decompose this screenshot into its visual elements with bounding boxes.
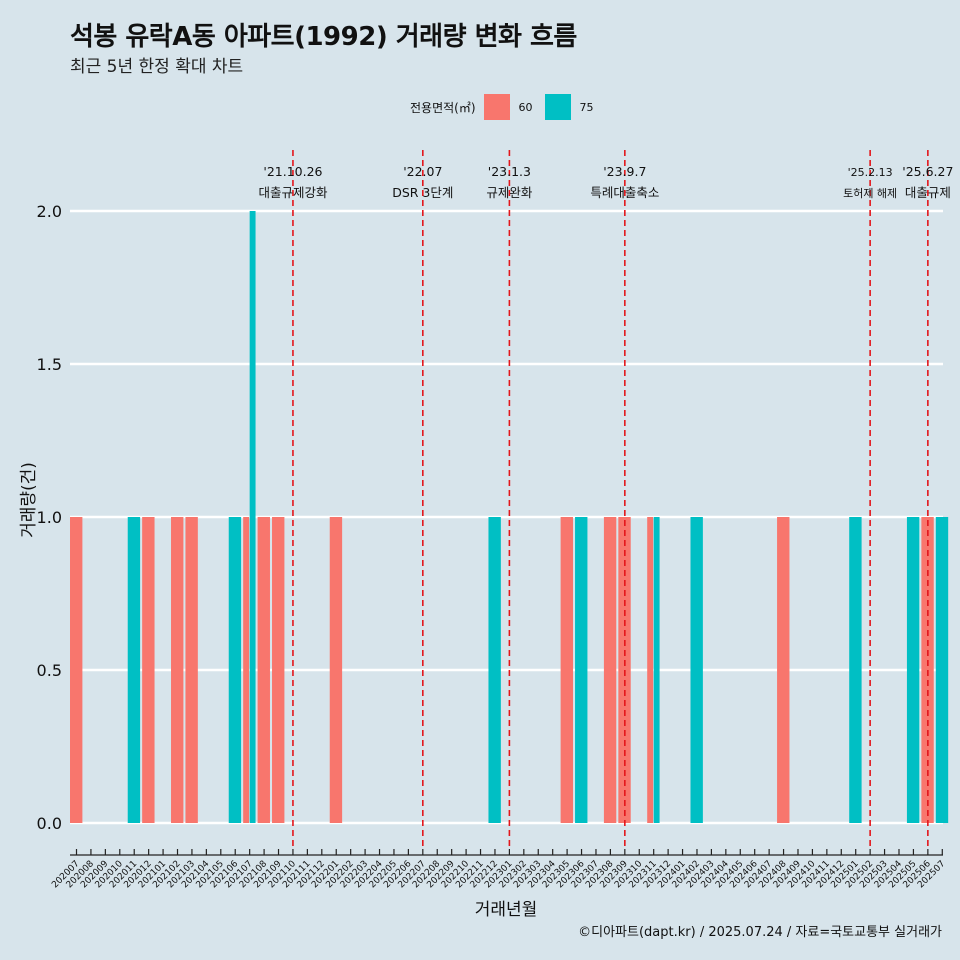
bar-60-202108 — [257, 517, 270, 823]
bar-75-202501 — [849, 517, 862, 823]
bar-75-202106 — [228, 517, 242, 823]
event-label: DSR 3단계 — [392, 185, 453, 200]
bar-60-202109 — [272, 517, 285, 823]
legend-label-75: 75 — [579, 100, 594, 114]
legend-title: 전용면적(㎡) — [410, 100, 476, 115]
bar-60-202408 — [777, 517, 790, 823]
y-tick-label: 0.0 — [37, 814, 62, 833]
bar-60-202102 — [171, 517, 184, 823]
event-label: 규제완화 — [486, 185, 533, 200]
bar-60-202107 — [243, 517, 250, 823]
chart-title: 석봉 유락A동 아파트(1992) 거래량 변화 흐름 — [70, 22, 577, 52]
event-date: '25.6.27 — [902, 164, 953, 179]
bar-60-202103 — [185, 517, 198, 823]
legend-swatch-75 — [544, 94, 571, 120]
x-axis-title: 거래년월 — [475, 900, 538, 920]
y-tick-label: 1.0 — [37, 508, 62, 527]
bar-75-202011 — [127, 517, 141, 823]
chart-subtitle: 최근 5년 한정 확대 차트 — [70, 57, 244, 77]
y-tick-label: 0.5 — [37, 661, 62, 680]
bar-75-202306 — [575, 517, 588, 823]
bar-75-202507 — [935, 517, 949, 823]
legend: 전용면적(㎡) 60 75 — [410, 93, 606, 121]
bar-60-202308 — [603, 517, 617, 823]
y-axis-title: 거래량(건) — [19, 462, 39, 538]
bar-60-202012 — [142, 517, 155, 823]
bar-75-202402 — [690, 517, 703, 823]
legend-swatch-60 — [483, 94, 510, 120]
event-date: '22.07 — [403, 164, 442, 179]
event-label: 특례대출축소 — [590, 185, 659, 200]
event-label: 대출규제 — [905, 185, 951, 200]
legend-label-60: 60 — [518, 100, 533, 114]
y-tick-label: 1.5 — [37, 355, 62, 374]
bar-75-202505 — [906, 517, 920, 823]
bar-75-202107 — [249, 211, 256, 823]
bar-60-202311 — [647, 517, 654, 823]
event-date: '25.2.13 — [848, 166, 893, 179]
event-date: '23.1.3 — [488, 164, 531, 179]
event-date: '23.9.7 — [603, 164, 646, 179]
event-date: '21.10.26 — [263, 164, 322, 179]
bar-60-202201 — [329, 517, 343, 823]
y-tick-label: 2.0 — [37, 202, 62, 221]
bar-75-202212 — [488, 517, 501, 823]
bar-75-202311 — [653, 517, 660, 823]
event-label: 대출규제강화 — [258, 185, 328, 200]
bar-60-202305 — [560, 517, 574, 823]
bar-60-202007 — [70, 517, 83, 823]
source-caption: ©디아파트(dapt.kr) / 2025.07.24 / 자료=국토교통부 실… — [578, 925, 942, 940]
event-label: 토허제 해제 — [843, 186, 897, 200]
